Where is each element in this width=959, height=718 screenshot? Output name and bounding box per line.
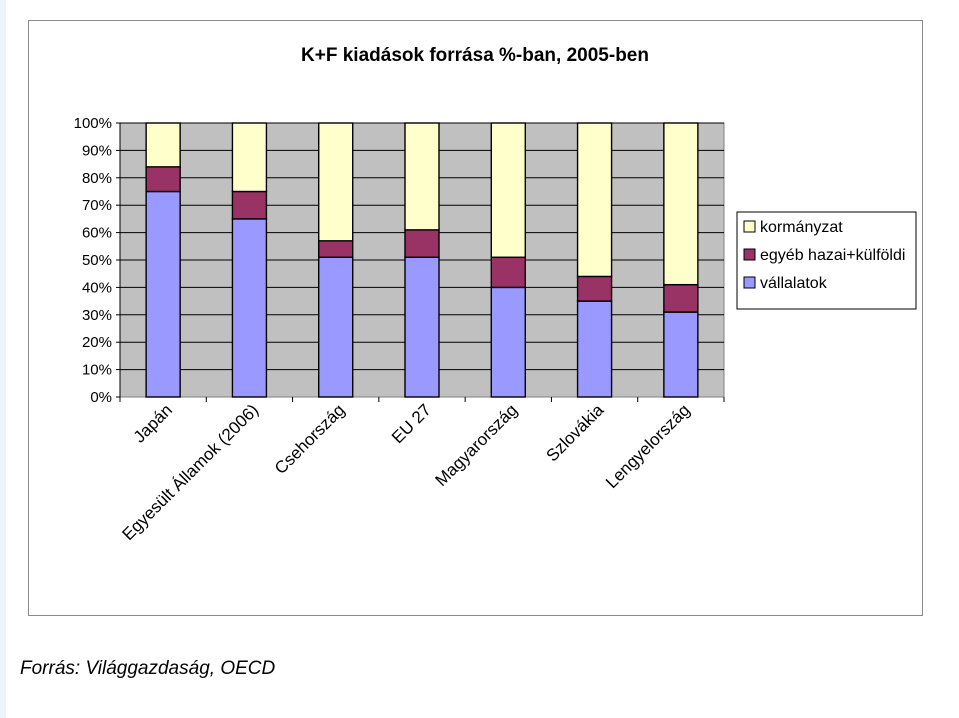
bar-segment	[145, 166, 181, 193]
legend-box	[736, 211, 917, 310]
y-tick-label: 50%	[82, 252, 112, 269]
y-tick-label: 70%	[82, 197, 112, 214]
bar-segment	[145, 190, 181, 398]
x-tick-label: EU 27	[388, 400, 435, 447]
y-tick-label: 10%	[82, 362, 112, 379]
bar-segment	[490, 256, 526, 289]
bar-segment	[404, 256, 440, 398]
bar-segment	[663, 122, 699, 286]
bar-segment	[318, 240, 354, 258]
legend-label: kormányzat	[760, 219, 843, 236]
legend-swatch	[743, 220, 756, 233]
bar-segment	[576, 275, 613, 302]
y-tick-label: 90%	[82, 142, 112, 159]
y-axis: 0% 10% 20% 30% 40% 50% 60% 70% 80% 90% 100%	[74, 115, 121, 406]
bar-segment	[318, 256, 354, 398]
y-tick-label: 100%	[74, 115, 112, 132]
bar-segment	[490, 122, 526, 258]
bars	[119, 122, 725, 402]
x-tick-label: Lengyelország	[602, 400, 694, 492]
y-tick-label: 30%	[82, 307, 112, 324]
bar-segment	[576, 300, 613, 398]
x-tick-label: Csehország	[271, 400, 349, 478]
bar-segment	[318, 122, 354, 242]
x-tick-label: Japán	[130, 400, 176, 446]
y-tick-label: 0%	[90, 389, 112, 406]
y-tick-label: 40%	[82, 279, 112, 296]
y-tick-label: 60%	[82, 225, 112, 242]
bar-segment	[404, 122, 440, 231]
bar-segment	[663, 311, 699, 398]
legend-swatch	[743, 276, 756, 289]
bar-segment	[490, 286, 526, 398]
bar-segment	[231, 122, 268, 193]
bar-segment	[663, 283, 699, 313]
source-note: Forrás: Világgazdaság, OECD	[20, 658, 276, 679]
x-tick-label: Magyarország	[432, 400, 522, 490]
legend-label: vállalatok	[760, 275, 828, 292]
bar-segment	[231, 218, 268, 398]
bar-segment	[145, 122, 181, 168]
x-tick-label: Szlovákia	[543, 400, 608, 465]
bar-segment	[576, 122, 613, 278]
left-stripe	[0, 0, 6, 718]
bar-segment	[404, 229, 440, 258]
stacked-bar-chart: K+F kiadások forrása %-ban, 2005-ben 0% 1…	[74, 45, 917, 544]
y-tick-label: 80%	[82, 170, 112, 187]
chart-title: K+F kiadások forrása %-ban, 2005-ben	[301, 45, 649, 66]
legend: kormányzat egyéb hazai+külföldi vállalatok	[736, 211, 917, 310]
legend-label: egyéb hazai+külföldi	[760, 247, 905, 264]
chart-frame: K+F kiadások forrása %-ban, 2005-ben 0% 1…	[28, 20, 923, 616]
legend-swatch	[743, 248, 756, 261]
bar-segment	[231, 190, 268, 220]
y-tick-label: 20%	[82, 334, 112, 351]
